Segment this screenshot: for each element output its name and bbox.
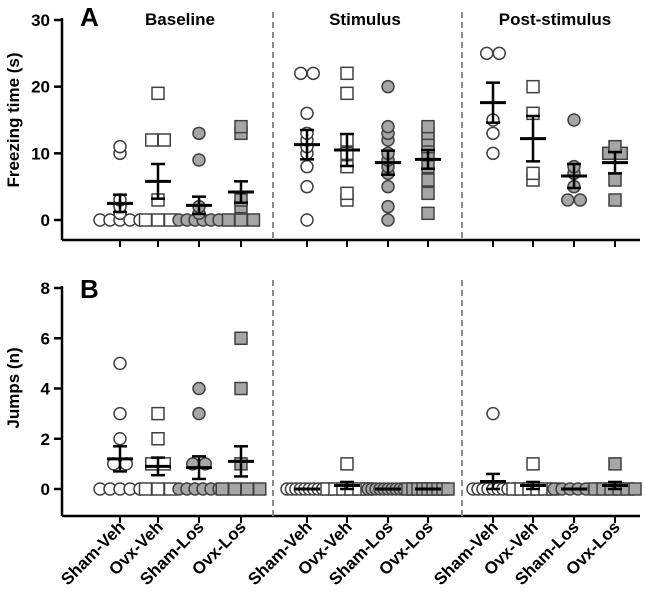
panel-a-ovx-los-point [421, 173, 435, 187]
panel-b-sham-los-point [192, 381, 206, 396]
panel-b-sham-veh-point [113, 406, 127, 421]
panel-b-ovx-los-point [253, 482, 267, 496]
panel-a-ovx-veh-point [340, 186, 354, 201]
panel-a-ovx-veh-point [138, 213, 153, 227]
panel-b-ovx-veh-point [145, 457, 159, 471]
panel-a-ovx-los-point [421, 119, 435, 134]
panel-a-sham-veh-point [300, 159, 314, 174]
panel-b-ovx-los-point [234, 331, 248, 345]
panel-a-y-tick-label: 30 [31, 11, 50, 30]
panel-b-y-tick-label: 2 [41, 430, 50, 449]
panel-b-ovx-los-point [228, 482, 242, 496]
phase-title-stimulus: Stimulus [329, 10, 401, 29]
phase-title-baseline: Baseline [145, 10, 215, 29]
panel-a-ovx-los-point [608, 173, 622, 187]
panel-a-sham-los-point [567, 113, 581, 127]
panel-a-ovx-los-point [421, 186, 435, 201]
panel-a-sham-veh-point [300, 213, 314, 227]
panel-a-ovx-veh-point [145, 133, 159, 147]
panel-a-ovx-veh-point [151, 213, 165, 227]
panel-b-ovx-veh-point [157, 457, 171, 471]
panel-a-ovx-los-point [608, 193, 622, 207]
panel-a-ovx-veh-point [151, 86, 165, 101]
panel-a-ovx-veh-point [340, 86, 354, 101]
panel-a-sham-veh-point [300, 179, 314, 194]
panel-b-sham-los-point [192, 406, 206, 421]
panel-b-ovx-veh-point [151, 406, 165, 421]
panel-a-ovx-veh-point [340, 66, 354, 81]
panel-b-ovx-veh-point [151, 482, 165, 496]
panel-b-ovx-los-point [608, 457, 622, 471]
panel-b-ovx-los-point [441, 482, 455, 496]
panel-a-sham-veh-point [113, 139, 127, 154]
panel-a-ovx-los-point [234, 213, 248, 227]
panel-a-sham-los-point [192, 126, 206, 141]
panel-b-y-axis-label: Jumps (n) [4, 347, 23, 428]
panel-a-sham-los-point [381, 179, 395, 194]
panel-a-ovx-los-point [234, 119, 248, 134]
panel-b-ovx-veh-point [340, 457, 354, 471]
panel-a-ovx-veh-point [526, 79, 540, 94]
panel-a-sham-los-point [381, 199, 395, 214]
panel-b-sham-veh-point [486, 406, 500, 421]
panel-a-label: A [80, 2, 99, 32]
panel-b-ovx-los-point [628, 482, 642, 496]
panel-a-sham-los-point [561, 193, 575, 207]
panel-a-ovx-los-point [246, 213, 261, 227]
panel-a-sham-los-point [573, 193, 587, 207]
panel-b-y-tick-label: 0 [41, 480, 50, 499]
panel-a-y-tick-label: 0 [41, 211, 50, 230]
panel-b-ovx-los-point [234, 381, 248, 396]
panel-a-sham-los-point [381, 213, 395, 227]
panel-a-sham-los-point [192, 153, 206, 167]
panel-b-ovx-los-point [240, 482, 254, 496]
panel-a-sham-veh-point [486, 146, 500, 161]
panel-b-label: B [80, 274, 99, 304]
x-category-label: Sham-Veh [244, 517, 316, 589]
panel-b-y-tick-label: 6 [41, 329, 50, 348]
panel-a-sham-los-point [381, 119, 395, 134]
panel-b-ovx-veh-point [526, 457, 540, 471]
panel-a-y-axis-label: Freezing time (s) [4, 52, 23, 187]
panel-a-ovx-los-point [221, 213, 236, 227]
panel-a-ovx-los-point [421, 206, 435, 221]
panel-b-y-tick-label: 4 [41, 380, 51, 399]
panel-a-y-tick-label: 20 [31, 78, 50, 97]
panel-b-ovx-veh-point [138, 482, 153, 496]
panel-a-ovx-veh-point [526, 166, 540, 181]
phase-title-post-stimulus: Post-stimulus [499, 10, 611, 29]
panel-a-sham-veh-point [480, 46, 494, 61]
panel-a-ovx-veh-point [157, 133, 171, 147]
panel-b-ovx-los-point [215, 482, 229, 496]
panel-a-sham-veh-point [306, 66, 320, 81]
panel-a-sham-veh-point [294, 66, 308, 81]
panel-a-sham-veh-point [486, 126, 500, 141]
panel-b-sham-veh-point [113, 432, 127, 446]
panel-b-ovx-veh-point [151, 432, 165, 446]
plot-layer: 010203002468Sham-VehOvx-VehSham-LosOvx-L… [31, 11, 642, 589]
panel-a-sham-veh-point [300, 106, 314, 121]
panel-b-sham-veh-point [113, 356, 127, 371]
panel-b-y-tick-label: 8 [41, 279, 50, 298]
x-category-label: Sham-Veh [430, 517, 502, 589]
panel-a-sham-veh-point [492, 46, 506, 61]
panel-a-y-tick-label: 10 [31, 144, 50, 163]
panel-a-sham-los-point [381, 79, 395, 94]
